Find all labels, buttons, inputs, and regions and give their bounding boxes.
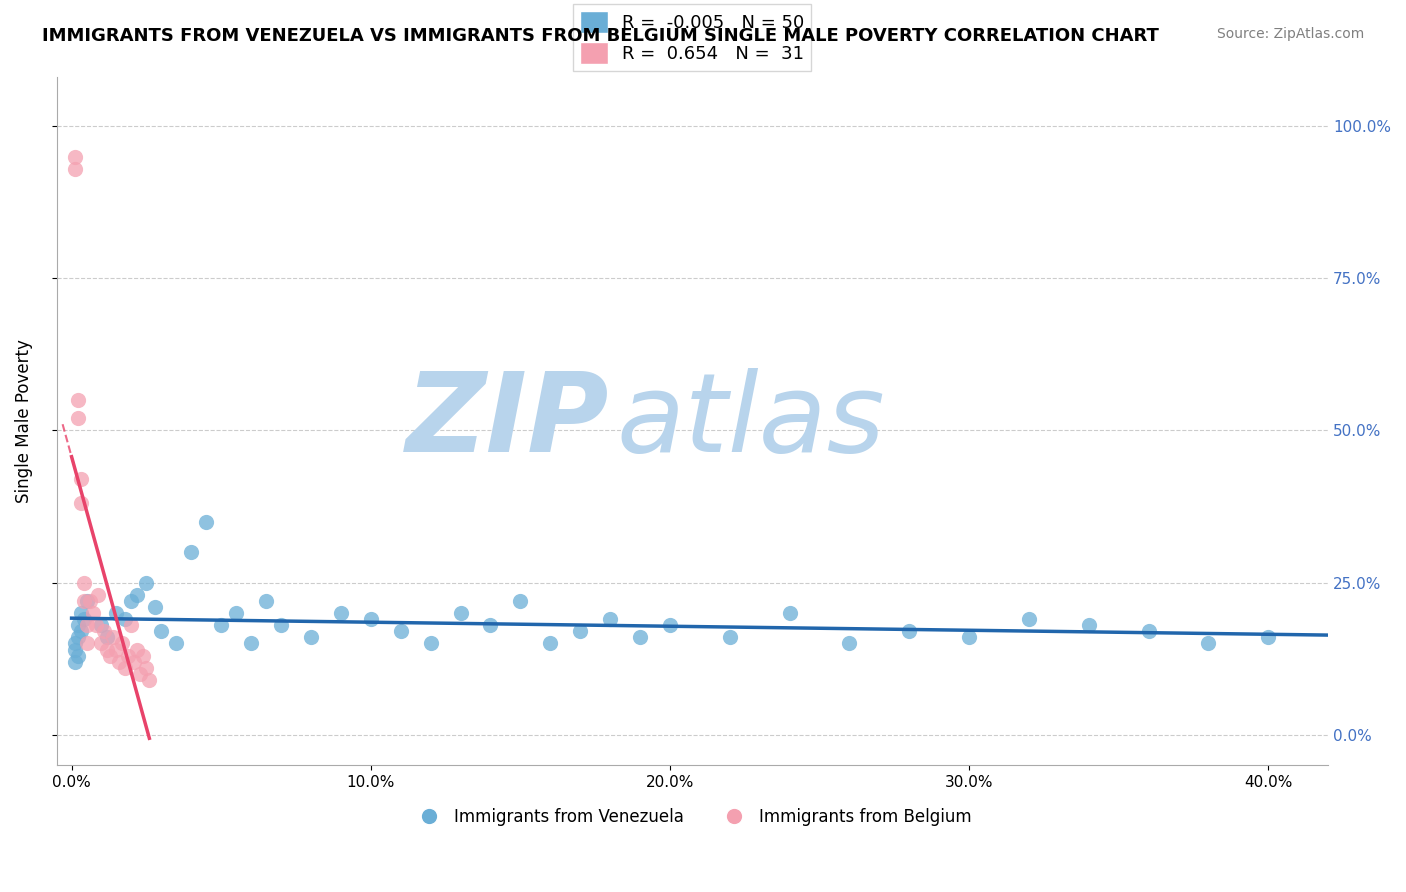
- Y-axis label: Single Male Poverty: Single Male Poverty: [15, 339, 32, 503]
- Text: ZIP: ZIP: [406, 368, 610, 475]
- Point: [150, 624, 173, 639]
- Point: [209, 618, 232, 632]
- Point: [69, 472, 91, 486]
- Point: [63, 150, 86, 164]
- Point: [120, 618, 142, 632]
- Point: [93, 624, 115, 639]
- Point: [96, 642, 118, 657]
- Point: [240, 636, 263, 650]
- Point: [66, 411, 89, 425]
- Point: [254, 594, 277, 608]
- Point: [69, 624, 91, 639]
- Point: [1018, 612, 1040, 626]
- Text: Source: ZipAtlas.com: Source: ZipAtlas.com: [1216, 27, 1364, 41]
- Point: [718, 631, 741, 645]
- Point: [103, 631, 125, 645]
- Point: [82, 606, 104, 620]
- Point: [79, 594, 101, 608]
- Point: [135, 575, 157, 590]
- Point: [124, 655, 146, 669]
- Point: [419, 636, 441, 650]
- Text: IMMIGRANTS FROM VENEZUELA VS IMMIGRANTS FROM BELGIUM SINGLE MALE POVERTY CORRELA: IMMIGRANTS FROM VENEZUELA VS IMMIGRANTS …: [42, 27, 1159, 45]
- Point: [63, 655, 86, 669]
- Point: [76, 594, 98, 608]
- Point: [84, 618, 107, 632]
- Point: [66, 631, 89, 645]
- Point: [76, 636, 98, 650]
- Point: [129, 666, 152, 681]
- Point: [1198, 636, 1220, 650]
- Point: [105, 606, 128, 620]
- Point: [779, 606, 801, 620]
- Point: [76, 618, 98, 632]
- Text: atlas: atlas: [616, 368, 884, 475]
- Point: [658, 618, 681, 632]
- Point: [538, 636, 561, 650]
- Point: [63, 636, 86, 650]
- Point: [114, 661, 136, 675]
- Point: [72, 594, 94, 608]
- Point: [165, 636, 187, 650]
- Point: [957, 631, 980, 645]
- Point: [69, 496, 91, 510]
- Point: [389, 624, 412, 639]
- Point: [838, 636, 860, 650]
- Point: [96, 631, 118, 645]
- Point: [87, 588, 110, 602]
- Point: [117, 648, 139, 663]
- Point: [120, 594, 142, 608]
- Point: [628, 631, 651, 645]
- Point: [114, 612, 136, 626]
- Point: [69, 606, 91, 620]
- Point: [360, 612, 382, 626]
- Point: [90, 636, 112, 650]
- Point: [329, 606, 352, 620]
- Point: [72, 575, 94, 590]
- Point: [195, 515, 218, 529]
- Point: [143, 599, 166, 614]
- Point: [138, 673, 160, 687]
- Point: [105, 642, 128, 657]
- Point: [450, 606, 472, 620]
- Point: [72, 612, 94, 626]
- Point: [66, 392, 89, 407]
- Point: [66, 648, 89, 663]
- Point: [1077, 618, 1099, 632]
- Point: [225, 606, 247, 620]
- Point: [111, 636, 134, 650]
- Point: [108, 655, 131, 669]
- Point: [66, 618, 89, 632]
- Point: [90, 618, 112, 632]
- Point: [270, 618, 292, 632]
- Point: [599, 612, 621, 626]
- Point: [509, 594, 531, 608]
- Legend: Immigrants from Venezuela, Immigrants from Belgium: Immigrants from Venezuela, Immigrants fr…: [406, 801, 979, 832]
- Point: [127, 588, 149, 602]
- Point: [479, 618, 502, 632]
- Point: [135, 661, 157, 675]
- Point: [569, 624, 592, 639]
- Point: [132, 648, 155, 663]
- Point: [180, 545, 202, 559]
- Point: [1257, 631, 1279, 645]
- Point: [127, 642, 149, 657]
- Point: [1137, 624, 1160, 639]
- Point: [63, 642, 86, 657]
- Point: [63, 161, 86, 176]
- Point: [100, 648, 122, 663]
- Point: [898, 624, 921, 639]
- Point: [299, 631, 322, 645]
